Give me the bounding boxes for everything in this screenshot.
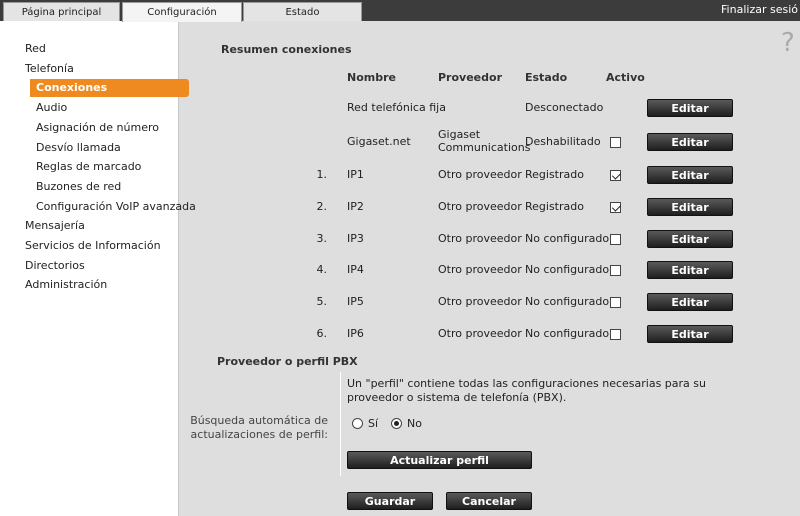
connection-name: IP6 [347, 327, 364, 340]
menu-item[interactable]: Reglas de marcado [36, 160, 142, 174]
top-bar [0, 0, 800, 21]
status: No configurado [525, 295, 610, 308]
sidebar [0, 21, 179, 516]
menu-item[interactable]: Configuración VoIP avanzada [36, 199, 196, 213]
connection-name: Red telefónica fija [347, 101, 446, 114]
radio-button[interactable] [352, 418, 363, 429]
edit-button[interactable]: Editar [647, 325, 733, 343]
radio-button[interactable] [391, 418, 402, 429]
status: Registrado [525, 168, 584, 181]
menu-item[interactable]: Red [25, 42, 46, 55]
active-checkbox[interactable] [610, 297, 621, 308]
status: Desconectado [525, 101, 604, 114]
connection-name: Gigaset.net [347, 135, 411, 148]
active-checkbox[interactable] [610, 170, 621, 181]
active-checkbox[interactable] [610, 265, 621, 276]
checkmark [611, 202, 621, 212]
column-header: Estado [525, 71, 568, 84]
connection-name: IP2 [347, 200, 364, 213]
pbx-text: Un "perfil" contiene todas las configura… [347, 377, 706, 404]
row-index: 3. [316, 232, 328, 245]
menu-item[interactable]: Mensajería [25, 219, 85, 233]
row-index: 5. [316, 295, 328, 308]
section-title: Proveedor o perfil PBX [217, 355, 358, 368]
action-button[interactable]: Cancelar [446, 492, 532, 510]
edit-button[interactable]: Editar [647, 198, 733, 216]
row-index: 6. [316, 327, 328, 340]
radio-dot [394, 421, 399, 426]
tab[interactable]: Estado [243, 2, 362, 21]
menu-item[interactable]: Audio [36, 101, 68, 115]
menu-item[interactable]: Administración [25, 278, 108, 292]
edit-button[interactable]: Editar [647, 99, 733, 117]
menu-item[interactable]: Servicios de Información [25, 239, 161, 252]
status: No configurado [525, 327, 610, 340]
radio-label[interactable]: No [407, 417, 422, 430]
status: No configurado [525, 232, 610, 245]
active-checkbox[interactable] [610, 202, 621, 213]
status: Deshabilitado [525, 135, 601, 148]
menu-item[interactable]: Asignación de número [36, 120, 159, 134]
edit-button[interactable]: Editar [647, 261, 733, 279]
provider: Otro proveedor [438, 295, 522, 308]
divider [340, 372, 341, 476]
connection-name: IP1 [347, 168, 364, 181]
column-header: Activo [606, 71, 645, 84]
active-checkbox[interactable] [610, 137, 621, 148]
edit-button[interactable]: Editar [647, 133, 733, 151]
menu-item[interactable]: Buzones de red [36, 179, 122, 193]
active-checkbox[interactable] [610, 234, 621, 245]
menu-item[interactable]: Conexiones [30, 79, 189, 98]
menu-item[interactable]: Telefonía [25, 61, 74, 75]
row-index: 2. [316, 200, 328, 213]
auto-label: Búsqueda automática de actualizaciones d… [190, 414, 328, 441]
connection-name: IP3 [347, 232, 364, 245]
checkmark [611, 170, 621, 180]
column-header: Nombre [347, 71, 396, 84]
action-button[interactable]: Guardar [347, 492, 433, 510]
connection-name: IP5 [347, 295, 364, 308]
column-header: Proveedor [438, 71, 502, 84]
row-index: 1. [316, 168, 328, 181]
section-title: Resumen conexiones [221, 43, 352, 56]
provider: Otro proveedor [438, 200, 522, 213]
menu-item[interactable]: Desvío llamada [36, 140, 121, 154]
radio-label[interactable]: Sí [368, 417, 379, 430]
tab[interactable]: Configuración [122, 2, 242, 22]
active-checkbox[interactable] [610, 329, 621, 340]
edit-button[interactable]: Editar [647, 230, 733, 248]
status: No configurado [525, 263, 610, 276]
logout-link[interactable]: Finalizar sesió [721, 3, 798, 16]
edit-button[interactable]: Editar [647, 166, 733, 184]
tab[interactable]: Página principal [3, 2, 120, 21]
provider: Otro proveedor [438, 232, 522, 245]
connection-name: IP4 [347, 263, 364, 276]
edit-button[interactable]: Editar [647, 293, 733, 311]
menu-item[interactable]: Directorios [25, 258, 85, 272]
provider: Otro proveedor [438, 327, 522, 340]
row-index: 4. [316, 263, 328, 276]
provider: Gigaset Communications [438, 128, 531, 154]
update-button[interactable]: Actualizar perfil [347, 451, 532, 469]
help-icon[interactable]: ? [781, 28, 795, 58]
status: Registrado [525, 200, 584, 213]
provider: Otro proveedor [438, 263, 522, 276]
provider: Otro proveedor [438, 168, 522, 181]
